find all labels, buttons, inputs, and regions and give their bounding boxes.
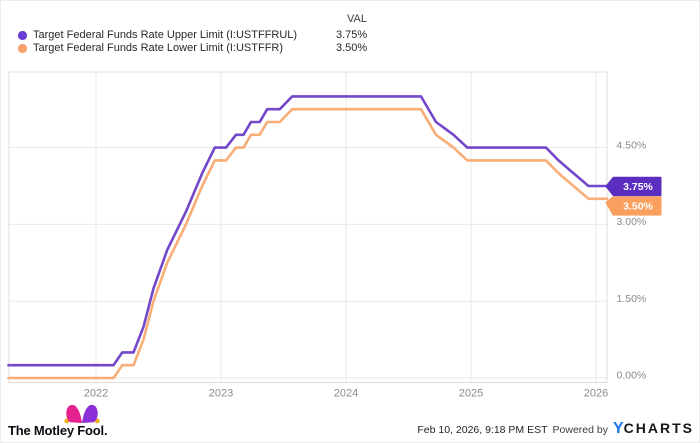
series-line-lower-limit <box>7 107 609 380</box>
legend-val-header: VAL <box>347 13 367 25</box>
x-axis-tick-label: 2024 <box>334 388 358 400</box>
series-dot-lower-icon <box>18 44 27 53</box>
legend-item-upper-limit: Target Federal Funds Rate Upper Limit (I… <box>0 29 700 42</box>
x-axis-tick-label: 2023 <box>209 388 233 400</box>
x-axis-tick-label: 2025 <box>459 388 483 400</box>
value-badge-upper <box>605 176 662 197</box>
y-axis-tick-label: 1.50% <box>617 293 647 305</box>
legend-label-lower: Target Federal Funds Rate Lower Limit (I… <box>33 42 284 54</box>
y-axis-tick-label: 0.00% <box>617 370 647 382</box>
powered-by-label: Powered by <box>552 424 608 436</box>
chart-attribution: Feb 10, 2026, 9:18 PM EST Powered by Y CH… <box>417 420 694 438</box>
ycharts-y-glyph: Y <box>612 420 624 437</box>
chart-timestamp: Feb 10, 2026, 9:18 PM EST <box>417 424 548 436</box>
value-badge-lower <box>605 196 662 216</box>
plot-border <box>8 71 608 383</box>
motley-fool-wordmark: The Motley Fool. <box>8 423 108 438</box>
series-line-upper-limit <box>7 95 609 367</box>
value-badge-upper-label: 3.75% <box>623 181 653 193</box>
ycharts-wordmark: CHARTS <box>623 420 694 436</box>
legend-value-lower: 3.50% <box>336 42 368 54</box>
x-axis-tick-label: 2022 <box>84 388 108 400</box>
x-axis-tick-label: 2026 <box>584 388 608 400</box>
y-axis-tick-label: 4.50% <box>617 139 647 151</box>
legend-label-upper: Target Federal Funds Rate Upper Limit (I… <box>33 29 298 41</box>
value-badge-lower-label: 3.50% <box>623 201 653 213</box>
series-dot-upper-icon <box>18 31 27 40</box>
y-axis-tick-label: 3.00% <box>617 216 647 228</box>
legend-item-lower-limit: Target Federal Funds Rate Lower Limit (I… <box>0 42 700 55</box>
chart-legend: VAL Target Federal Funds Rate Upper Limi… <box>0 0 700 64</box>
legend-value-upper: 3.75% <box>336 29 368 41</box>
ycharts-logo[interactable]: Y CHARTS <box>613 420 694 438</box>
motley-fool-logo[interactable]: The Motley Fool. <box>8 402 118 440</box>
jester-cap-icon <box>64 404 100 424</box>
